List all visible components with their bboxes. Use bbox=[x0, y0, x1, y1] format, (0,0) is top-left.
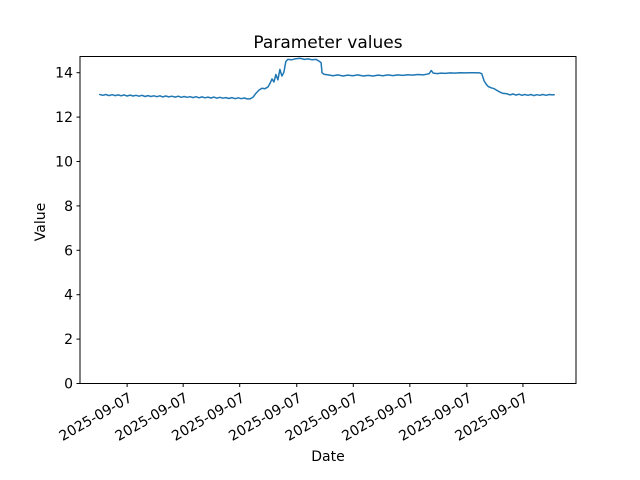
y-tick-label: 4 bbox=[64, 288, 73, 304]
y-tick-label: 2 bbox=[64, 332, 73, 348]
y-tick-label: 14 bbox=[55, 66, 73, 82]
y-tick-label: 0 bbox=[64, 377, 73, 393]
y-tick-label: 12 bbox=[55, 110, 73, 126]
y-tick-label: 8 bbox=[64, 199, 73, 215]
data-line bbox=[99, 57, 555, 100]
x-axis-label: Date bbox=[311, 449, 345, 465]
chart-title: Parameter values bbox=[253, 33, 403, 53]
y-tick-label: 10 bbox=[55, 155, 73, 171]
axes-spines bbox=[79, 56, 577, 384]
y-axis-label: Value bbox=[33, 202, 49, 242]
y-tick-label: 6 bbox=[64, 243, 73, 259]
